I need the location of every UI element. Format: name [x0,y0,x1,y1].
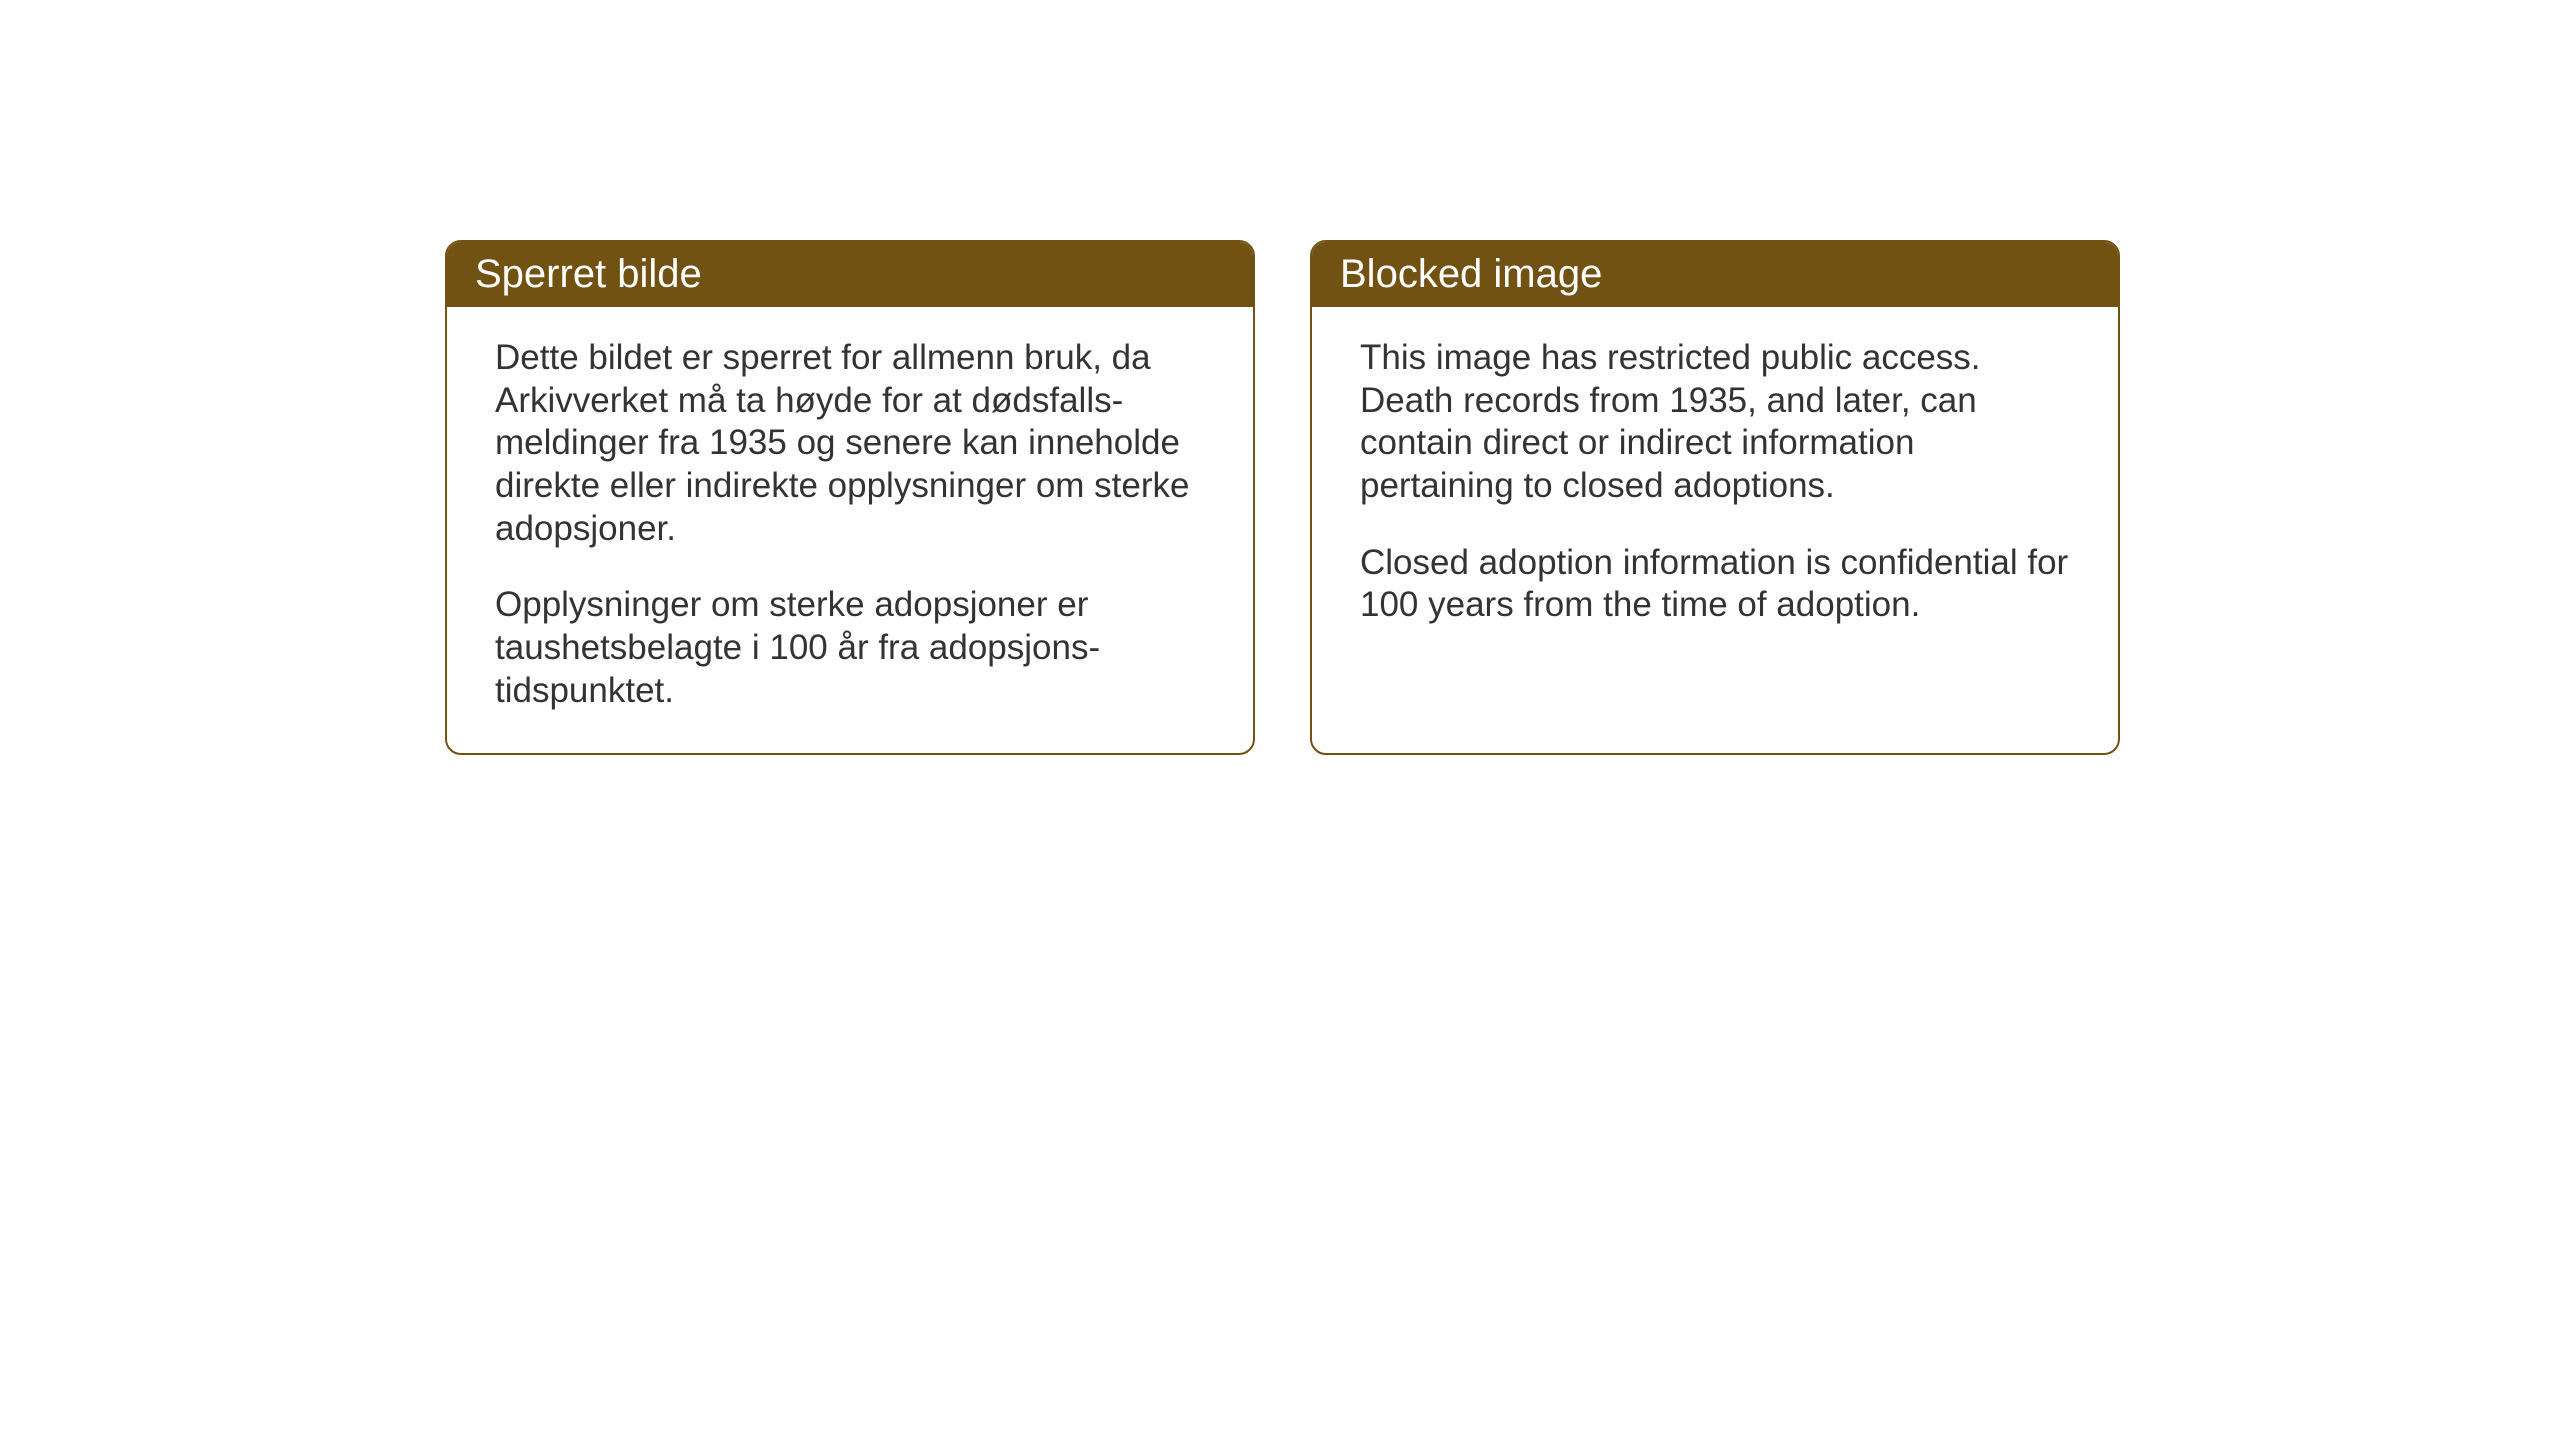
english-paragraph-2: Closed adoption information is confident… [1360,542,2070,627]
norwegian-paragraph-2: Opplysninger om sterke adopsjoner er tau… [495,584,1205,712]
english-card-title: Blocked image [1312,242,2118,307]
norwegian-card-body: Dette bildet er sperret for allmenn bruk… [447,307,1253,753]
english-paragraph-1: This image has restricted public access.… [1360,337,2070,508]
english-card-body: This image has restricted public access.… [1312,307,2118,667]
norwegian-notice-card: Sperret bilde Dette bildet er sperret fo… [445,240,1255,755]
norwegian-paragraph-1: Dette bildet er sperret for allmenn bruk… [495,337,1205,550]
notice-container: Sperret bilde Dette bildet er sperret fo… [445,240,2120,755]
english-notice-card: Blocked image This image has restricted … [1310,240,2120,755]
norwegian-card-title: Sperret bilde [447,242,1253,307]
